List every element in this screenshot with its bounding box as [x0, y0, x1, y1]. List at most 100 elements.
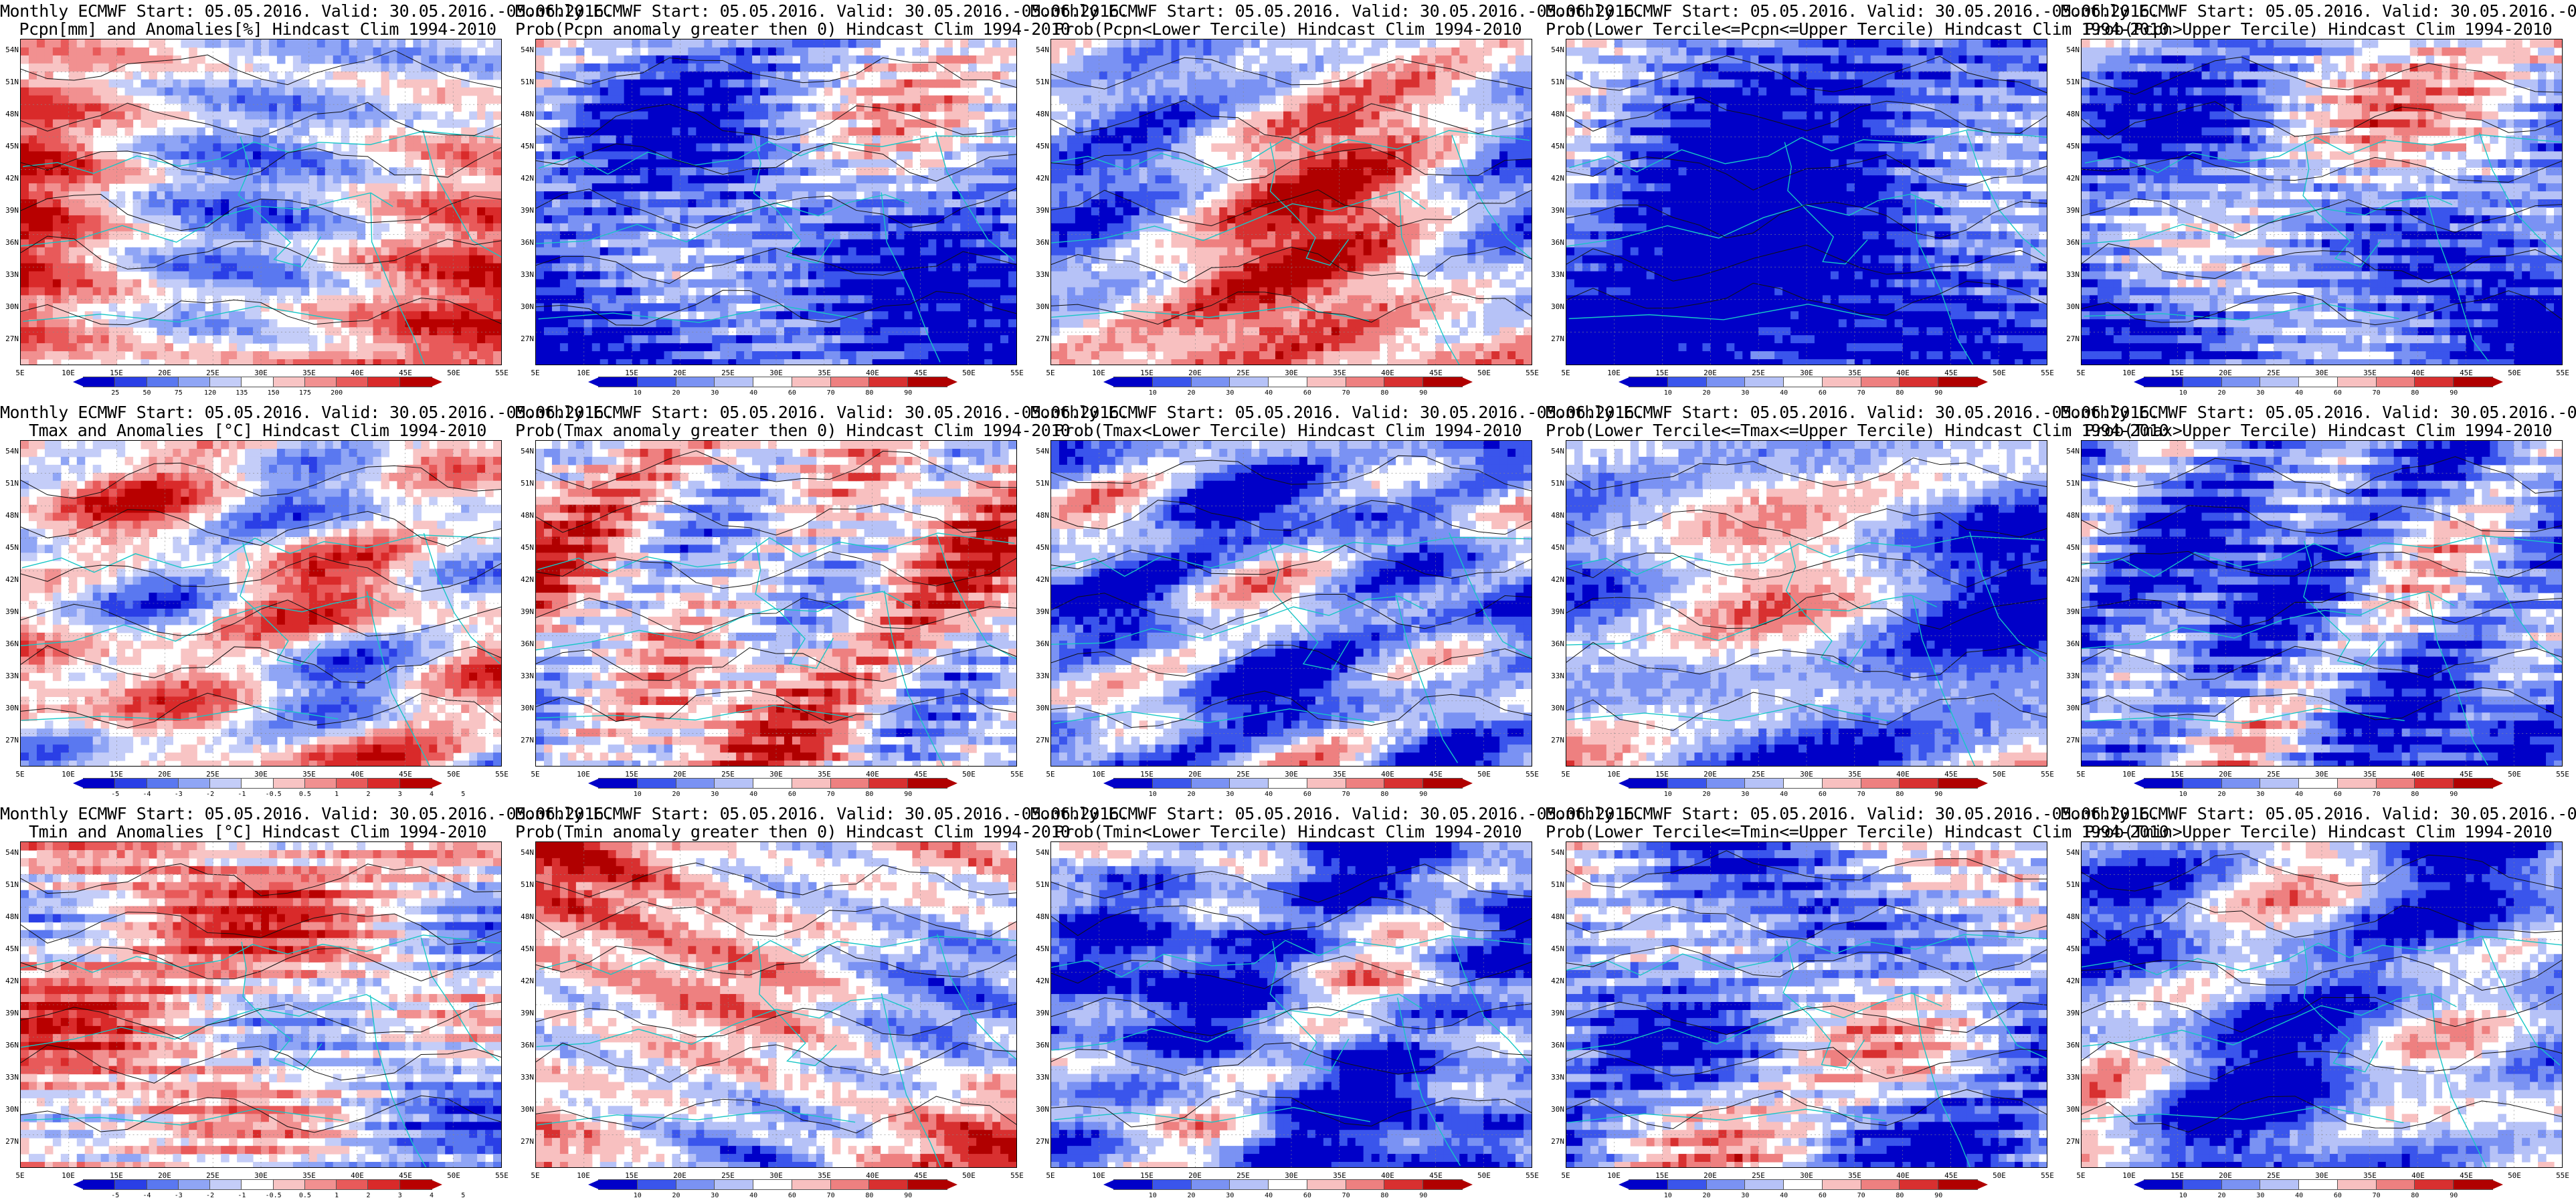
panel-prob-tmin-lower: Monthly ECMWF Start: 05.05.2016. Valid: …	[1030, 803, 1644, 1204]
colorbar-segment	[2143, 778, 2185, 789]
lon-label: 35E	[302, 770, 316, 779]
lat-label: 36N	[2062, 639, 2080, 648]
lat-label: 51N	[2062, 880, 2080, 889]
lon-label: 50E	[447, 369, 460, 377]
colorbar-segment	[2260, 1179, 2300, 1190]
lon-label: 35E	[1848, 770, 1861, 779]
colorbar-segment	[675, 1179, 716, 1190]
map-plot	[2081, 39, 2563, 365]
colorbar-segment	[1384, 778, 1424, 789]
lat-label: 42N	[1547, 977, 1564, 985]
lon-label: 15E	[625, 770, 638, 779]
map-field	[1566, 39, 2047, 365]
panel-title-line2: Tmin and Anomalies [°C] Hindcast Clim 19…	[0, 822, 515, 841]
lon-label: 30E	[1285, 770, 1298, 779]
colorbar-segment	[1706, 1179, 1746, 1190]
lat-label: 33N	[1547, 270, 1564, 279]
lon-label: 25E	[2267, 1171, 2280, 1180]
lat-label: 51N	[1, 78, 19, 86]
lon-label: 40E	[2411, 369, 2425, 377]
lon-label: 55E	[495, 770, 509, 779]
lon-label: 40E	[1381, 369, 1394, 377]
colorbar-tick-label: 80	[2411, 791, 2419, 798]
colorbar-min-arrow	[1619, 779, 1629, 788]
colorbar-segment	[1268, 377, 1309, 387]
colorbar-tick-label: 135	[236, 389, 248, 397]
lon-label: 55E	[1010, 770, 1024, 779]
colorbar-min-arrow	[1619, 1180, 1629, 1189]
panel-title-line2: Prob(Lower Tercile<=Pcpn<=Upper Tercile)…	[1546, 19, 2169, 39]
colorbar-segment	[1384, 377, 1424, 387]
colorbar-tick-label: 40	[2295, 791, 2303, 798]
lat-label: 39N	[1547, 206, 1564, 215]
panel-title-line1: Monthly ECMWF Start: 05.05.2016. Valid: …	[1030, 1, 1644, 21]
colorbar-segment	[367, 1179, 401, 1190]
colorbar	[1103, 377, 1473, 387]
map-plot	[535, 440, 1017, 767]
colorbar-tick-label: 70	[1342, 389, 1350, 397]
colorbar-segment	[177, 778, 211, 789]
lat-label: 33N	[2062, 672, 2080, 680]
colorbar-tick-label: 40	[2295, 389, 2303, 397]
colorbar-tick-label: 20	[1188, 389, 1196, 397]
panel-prob-tmin-middle: Monthly ECMWF Start: 05.05.2016. Valid: …	[1546, 803, 2169, 1204]
lat-label: 33N	[1547, 1073, 1564, 1082]
panel-title-line1: Monthly ECMWF Start: 05.05.2016. Valid: …	[2061, 1, 2576, 21]
colorbar-min-arrow	[588, 377, 599, 387]
colorbar-segment	[241, 1179, 275, 1190]
colorbar-tick-label: 60	[2334, 1192, 2342, 1199]
colorbar-tick-label: -4	[143, 1192, 151, 1199]
colorbar-segment	[2336, 778, 2378, 789]
colorbar-segment	[2298, 377, 2339, 387]
lon-label: 25E	[1752, 369, 1765, 377]
colorbar-tick-label: 10	[634, 791, 642, 798]
map-field	[2082, 842, 2562, 1167]
colorbar-segment	[1229, 1179, 1270, 1190]
lat-label: 45N	[517, 543, 534, 552]
colorbar-segment	[1744, 1179, 1785, 1190]
lon-label: 50E	[447, 1171, 460, 1180]
colorbar-tick-label: 20	[1188, 1192, 1196, 1199]
colorbar-tick-label: 5	[461, 791, 465, 798]
lon-label: 15E	[1140, 1171, 1154, 1180]
lon-label: 25E	[206, 369, 219, 377]
lat-label: 27N	[2062, 1137, 2080, 1146]
lat-label: 39N	[517, 206, 534, 215]
colorbar-tick-label: 20	[672, 389, 680, 397]
map-field	[536, 441, 1016, 766]
colorbar-segment	[907, 377, 948, 387]
lat-label: 45N	[1, 142, 19, 150]
lon-label: 20E	[1188, 369, 1202, 377]
colorbar-tick-label: -2	[206, 791, 214, 798]
colorbar-min-arrow	[1103, 1180, 1114, 1189]
lat-label: 33N	[517, 270, 534, 279]
lat-label: 39N	[1032, 607, 1049, 616]
colorbar-tick-label: 10	[2179, 1192, 2187, 1199]
lon-label: 30E	[1800, 1171, 1813, 1180]
colorbar-segment	[714, 1179, 755, 1190]
lon-label: 30E	[769, 770, 783, 779]
colorbar-tick-label: 40	[2295, 1192, 2303, 1199]
colorbar-segment	[1821, 1179, 1863, 1190]
lat-label: 36N	[1, 1041, 19, 1049]
colorbar-segment	[1268, 778, 1309, 789]
panel-prob-tmax-middle: Monthly ECMWF Start: 05.05.2016. Valid: …	[1546, 401, 2169, 803]
lon-label: 20E	[158, 1171, 171, 1180]
map-plot	[20, 841, 502, 1168]
lon-label: 20E	[673, 770, 686, 779]
lon-label: 45E	[1429, 369, 1443, 377]
lon-label: 25E	[721, 369, 735, 377]
lat-label: 39N	[1547, 607, 1564, 616]
lon-label: 45E	[1944, 770, 1958, 779]
colorbar-tick-label: 2	[366, 791, 370, 798]
lat-label: 54N	[1032, 45, 1049, 54]
lat-label: 36N	[2062, 1041, 2080, 1049]
lat-label: 42N	[1, 174, 19, 183]
colorbar-segment	[2375, 1179, 2416, 1190]
colorbar-segment	[2221, 778, 2262, 789]
panel-prob-tmin-anomaly: Monthly ECMWF Start: 05.05.2016. Valid: …	[515, 803, 1129, 1204]
colorbar-tick-label: 10	[1664, 389, 1672, 397]
colorbar-tick-label: 20	[1188, 791, 1196, 798]
colorbar-tick-label: 70	[1857, 389, 1865, 397]
colorbar-segment	[597, 1179, 639, 1190]
